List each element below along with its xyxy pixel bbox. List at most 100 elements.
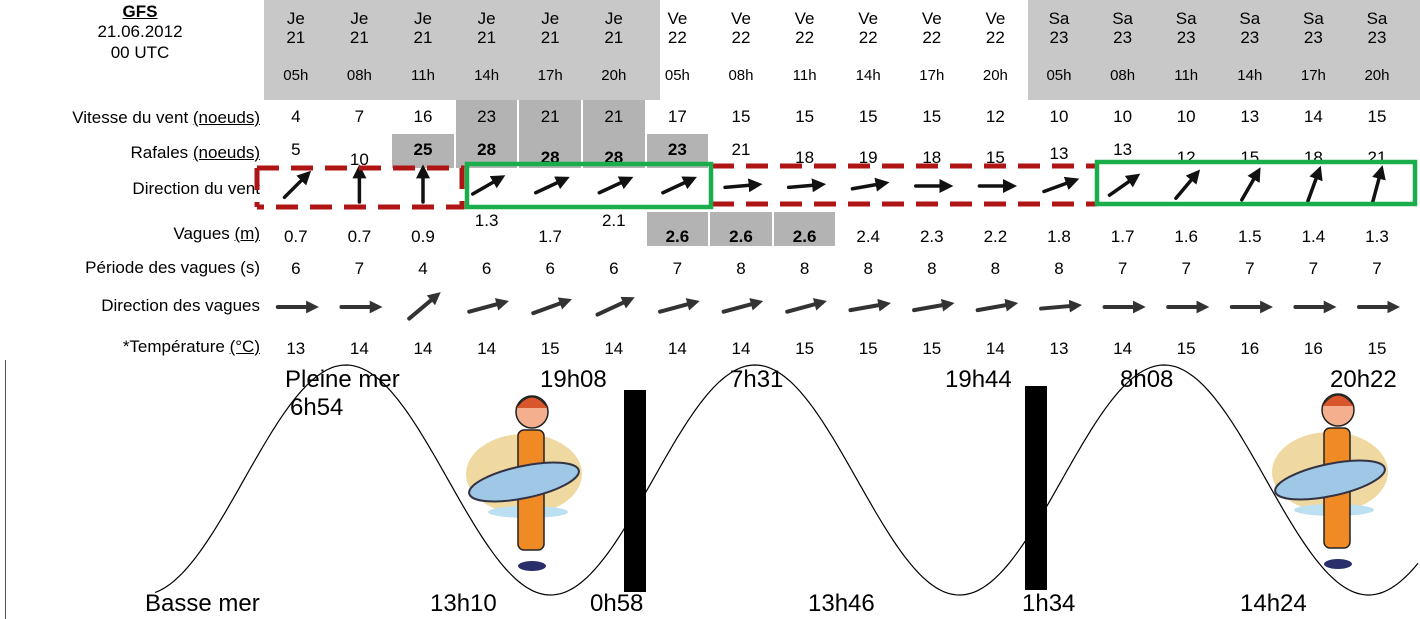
wind-speed-cell: 4 [291, 107, 301, 126]
temperature-cell: 15 [1176, 339, 1196, 358]
column-hour: 14h [855, 67, 881, 84]
temperature-cell: 16 [1240, 339, 1260, 358]
label-waves: Vagues (m) [173, 224, 260, 243]
column-header-day: Sa 23 [1027, 9, 1091, 47]
wave-period-cell: 7 [1308, 259, 1319, 278]
column-day: Je [541, 9, 560, 28]
wave-height-cell: 1.7 [538, 227, 562, 246]
high-tide-time-2: 19h08 [540, 366, 607, 393]
column-day: Ve [858, 9, 879, 28]
high-tide-time-5: 8h08 [1120, 366, 1174, 393]
gust-cell: 18 [795, 148, 815, 167]
column-header-day: Sa 23 [1154, 9, 1218, 47]
warning-box-left [257, 165, 465, 210]
low-tide-label: Basse mer [145, 590, 260, 617]
gust-cell: 18 [922, 148, 942, 167]
column-date: 21 [477, 28, 497, 47]
wind-arrow-icon [786, 178, 827, 193]
gust-cell: 15 [985, 148, 1005, 167]
wave-height-cell: 1.5 [1237, 227, 1262, 246]
column-date: 23 [1367, 28, 1387, 47]
wave-height-cell: 1.7 [1110, 227, 1135, 246]
highlight-cell-bg [455, 100, 518, 134]
wind-speed-cell: 7 [354, 107, 365, 126]
wave-arrow-icon [531, 297, 572, 316]
wave-period-cell: 6 [609, 259, 619, 278]
wind-speed-cell: 10 [1113, 107, 1133, 126]
column-date: 22 [985, 28, 1005, 47]
gust-cell: 25 [413, 140, 433, 159]
wind-speed-cell: 17 [667, 107, 687, 126]
low-tide-time-2: 0h58 [590, 590, 644, 617]
highlight-cell-bg [773, 212, 836, 246]
column-header-day: Sa 23 [1345, 9, 1409, 47]
column-hour: 17h [1300, 67, 1326, 84]
wave-arrow-icon [912, 298, 955, 313]
highlight-cell-bg [646, 212, 709, 246]
column-header-day: Ve 22 [773, 9, 837, 47]
column-day: Sa [1302, 9, 1324, 28]
column-header-day: Je 21 [391, 9, 455, 47]
wind-speed-cell: 21 [540, 107, 560, 126]
gust-cell: 5 [291, 140, 301, 159]
low-tide-time-3: 13h46 [808, 590, 875, 617]
temperature-cell: 16 [1303, 339, 1323, 358]
left-border [5, 360, 6, 619]
surfer-icon [518, 561, 546, 571]
column-header-day: Sa 23 [1091, 9, 1155, 47]
column-header-day: Je 21 [582, 9, 646, 47]
column-date: 23 [1240, 28, 1260, 47]
wind-arrow-icon [1371, 165, 1386, 204]
column-day: Sa [1366, 9, 1388, 28]
wave-height-cell: 1.8 [1047, 227, 1071, 246]
wind-speed-cell: 21 [604, 107, 624, 126]
wind-arrow-icon [470, 175, 506, 196]
column-hour: 14h [474, 67, 500, 84]
column-header-day: Je 21 [455, 9, 519, 47]
wind-speed-cell: 15 [858, 107, 878, 126]
surfer-icon [1321, 394, 1355, 407]
column-header-day: Ve 22 [709, 9, 773, 47]
wind-arrow-icon [661, 176, 697, 195]
column-hour: 11h [1174, 67, 1199, 84]
column-header-day: Ve 22 [964, 9, 1028, 47]
highlight-cell-bg [519, 100, 581, 134]
gust-cell: 13 [1113, 140, 1133, 159]
temperature-cell: 14 [349, 339, 369, 358]
wave-height-cell: 1.3 [474, 211, 499, 230]
column-day: Ve [731, 9, 751, 28]
label-gusts: Rafales (noeuds) [130, 143, 260, 162]
label-temperature: *Température (°C) [122, 337, 260, 356]
column-day: Sa [1175, 9, 1197, 28]
column-hour: 11h [792, 67, 817, 84]
column-day: Sa [1048, 9, 1070, 28]
highlight-cell-bg [392, 134, 454, 168]
column-day: Je [286, 9, 305, 28]
high-tide-time-6: 20h22 [1330, 366, 1397, 393]
wave-period-cell: 8 [863, 259, 873, 278]
column-day: Je [350, 9, 369, 28]
wind-arrow-icon [1042, 176, 1080, 194]
label-wave-direction: Direction des vagues [101, 296, 260, 315]
wind-speed-cell: 16 [413, 107, 433, 126]
column-date: 22 [858, 28, 878, 47]
column-header-day: Ve 22 [900, 9, 964, 47]
temperature-cell: 14 [413, 339, 433, 358]
wave-period-cell: 7 [672, 259, 683, 278]
column-date: 22 [922, 28, 942, 47]
shade-jeudi [264, 0, 660, 100]
high-tide-time-4: 19h44 [945, 366, 1012, 393]
wave-height-cell: 1.4 [1301, 227, 1326, 246]
column-date: 21 [540, 28, 560, 47]
column-day: Sa [1239, 9, 1261, 28]
wave-arrow-icon [848, 298, 891, 313]
wave-period-cell: 7 [354, 259, 365, 278]
surfer-icon [1274, 459, 1386, 501]
low-tide-time-5: 14h24 [1240, 590, 1307, 617]
wave-period-cell: 6 [545, 259, 555, 278]
wave-arrow-icon [721, 298, 764, 314]
wind-speed-cell: 13 [1240, 107, 1260, 126]
column-hour: 08h [1110, 67, 1136, 84]
temperature-cell: 15 [858, 339, 878, 358]
night-bar-1 [624, 390, 646, 592]
